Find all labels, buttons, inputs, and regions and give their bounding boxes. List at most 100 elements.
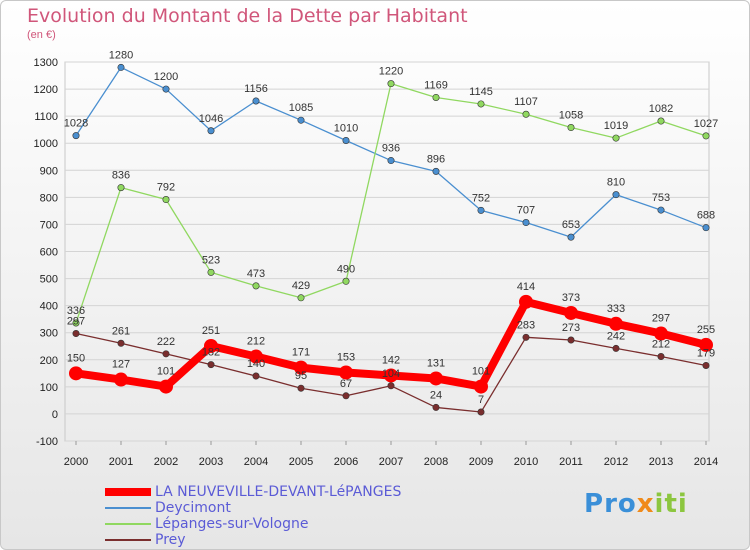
data-point [297,384,305,392]
data-point [567,233,575,241]
y-tick-label: -100 [36,436,58,448]
y-tick-label: 400 [40,301,58,313]
data-point [114,372,128,387]
proxiti-logo: Proxiti [584,489,688,519]
data-point [657,117,665,125]
x-tick-label: 2011 [559,456,583,468]
data-label: 131 [427,357,445,369]
data-label: 273 [562,322,580,334]
data-point [162,196,170,204]
legend-item-prey: Prey [105,532,465,548]
x-tick-label: 2012 [604,456,628,468]
data-point [294,360,308,375]
logo-letter: i [654,489,665,519]
data-label: 101 [472,366,490,378]
data-label: 242 [607,330,625,342]
logo-letter: t [664,489,678,519]
data-point [432,403,440,411]
data-point [297,294,305,302]
data-label: 1058 [559,110,583,122]
data-label: 1010 [334,123,358,135]
data-point [612,344,620,352]
legend-swatch [105,488,151,496]
y-tick-label: 0 [52,409,58,421]
data-point [387,157,395,165]
data-label: 1220 [379,66,403,78]
data-label: 653 [562,219,580,231]
x-tick-label: 2008 [424,456,448,468]
data-point [609,316,623,331]
data-label: 222 [157,336,175,348]
x-axis-ticks: 2000 2001 2002 2003 2004 2005 2006 2007 2008 2009… [64,441,718,468]
data-label: 150 [67,352,85,364]
data-point [249,349,263,364]
data-point [252,282,260,290]
legend-item-lepanges: Lépanges-sur-Vologne [105,516,465,532]
x-tick-label: 2007 [379,456,403,468]
data-point [522,110,530,118]
data-point [477,206,485,214]
data-point [567,124,575,132]
y-tick-label: 1200 [34,84,58,96]
logo-letter: P [584,489,605,519]
data-point [477,100,485,108]
data-label: 707 [517,205,535,217]
data-point [207,361,215,369]
y-tick-label: 800 [40,192,58,204]
data-label: 24 [430,389,442,401]
data-label: 101 [157,366,175,378]
x-tick-label: 2009 [469,456,493,468]
data-point [117,339,125,347]
data-point [159,379,173,394]
data-label: 251 [202,325,220,337]
data-label: 182 [202,347,220,359]
data-label: 7 [478,394,484,406]
data-point [432,93,440,101]
y-tick-label: 100 [40,382,58,394]
data-point [387,80,395,88]
x-tick-label: 2010 [514,456,538,468]
x-tick-label: 2006 [334,456,358,468]
x-tick-label: 2005 [289,456,313,468]
y-tick-label: 500 [40,274,58,286]
data-point [342,137,350,145]
x-tick-label: 2002 [154,456,178,468]
data-label: 212 [247,336,265,348]
data-point [474,379,488,394]
data-label: 127 [112,359,130,371]
data-label: 212 [652,339,670,351]
data-point [699,337,713,352]
data-label: 1046 [199,113,223,125]
data-point [657,353,665,361]
data-label: 896 [427,153,445,165]
data-label: 297 [652,313,670,325]
data-label: 153 [337,352,355,364]
data-point [702,224,710,232]
data-point [72,330,80,338]
logo-letter: i [677,489,688,519]
legend-label: Lépanges-sur-Vologne [155,516,309,532]
legend-swatch [105,523,151,525]
data-label: 688 [697,210,715,222]
logo-letter: x [636,489,655,519]
data-label: 414 [517,281,535,293]
data-label: 429 [292,280,310,292]
x-tick-label: 2001 [109,456,133,468]
legend-item-deycimont: Deycimont [105,500,465,516]
data-label: 1169 [424,79,448,91]
data-point [162,85,170,93]
data-label: 752 [472,192,490,204]
data-label: 1082 [649,103,673,115]
legend-swatch [105,507,151,509]
data-label: 836 [112,170,130,182]
data-label: 936 [382,143,400,155]
data-point [207,127,215,135]
data-point [657,206,665,214]
data-point [567,336,575,344]
data-point [297,116,305,124]
data-point [702,361,710,369]
x-tick-label: 2014 [694,456,718,468]
data-label: 490 [337,263,355,275]
data-point [429,371,443,386]
y-tick-label: 1100 [34,111,58,123]
